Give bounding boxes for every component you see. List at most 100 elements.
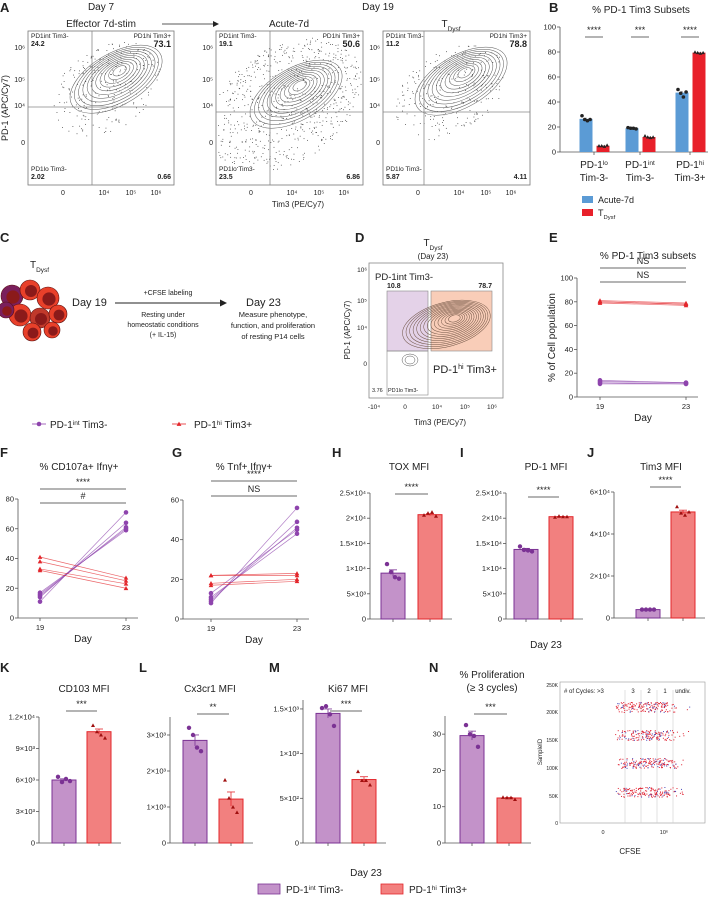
- event-dot: [621, 738, 623, 740]
- event-dot: [653, 704, 655, 706]
- y-tick-label: 1.2×10⁴: [9, 713, 35, 722]
- event-dot: [116, 62, 118, 64]
- data-point: [557, 514, 561, 518]
- quadrant-value: 24.2: [31, 41, 45, 48]
- event-dot: [309, 121, 311, 123]
- event-dot: [291, 123, 293, 125]
- panel-letter: M: [269, 660, 280, 675]
- event-dot: [649, 707, 651, 709]
- event-dot: [250, 138, 252, 140]
- event-dot: [476, 113, 478, 115]
- quadrant-label: PD1int Tim3-: [386, 33, 424, 40]
- event-dot: [302, 93, 304, 95]
- event-dot: [245, 129, 247, 131]
- event-dot: [674, 736, 676, 738]
- event-dot: [274, 75, 276, 77]
- event-dot: [312, 103, 314, 105]
- event-dot: [416, 72, 417, 73]
- event-dot: [298, 43, 300, 45]
- event-dot: [335, 102, 337, 104]
- event-dot: [319, 115, 320, 117]
- data-point: [396, 576, 402, 581]
- event-dot: [314, 152, 316, 154]
- event-dot: [623, 711, 625, 713]
- event-dot: [307, 139, 308, 141]
- event-dot: [419, 123, 421, 124]
- event-dot: [633, 735, 635, 737]
- data-point: [648, 135, 653, 140]
- event-dot: [69, 112, 71, 113]
- event-dot: [417, 90, 418, 92]
- event-dot: [284, 53, 286, 55]
- event-dot: [250, 95, 252, 97]
- event-dot: [657, 733, 659, 735]
- event-dot: [147, 56, 149, 58]
- event-dot: [629, 788, 631, 790]
- event-dot: [61, 83, 62, 85]
- event-dot: [341, 86, 343, 87]
- event-dot: [350, 66, 352, 67]
- plot-frame: [27, 30, 175, 186]
- event-dot: [618, 709, 620, 711]
- event-dot: [335, 54, 337, 56]
- event-dot: [656, 706, 658, 708]
- chart-title: PD-1 MFI: [525, 462, 568, 473]
- event-dot: [626, 709, 628, 711]
- event-dot: [84, 68, 85, 69]
- quadrant-value: 0.66: [157, 174, 171, 181]
- event-dot: [663, 711, 665, 713]
- event-dot: [300, 123, 302, 125]
- event-dot: [241, 141, 243, 143]
- event-dot: [648, 737, 650, 739]
- event-dot: [666, 737, 668, 739]
- cell-nucleus-icon: [6, 290, 20, 304]
- event-dot: [648, 739, 650, 741]
- cell-nucleus-icon: [14, 309, 28, 323]
- event-dot: [655, 796, 657, 798]
- y-tick-label: 1×10³: [147, 803, 167, 812]
- event-dot: [631, 735, 633, 737]
- event-dot: [650, 737, 652, 739]
- event-dot: [476, 114, 478, 115]
- data-point: [123, 581, 129, 586]
- event-dot: [622, 706, 624, 708]
- event-dot: [257, 69, 258, 70]
- quadrant-value: 73.1: [153, 39, 171, 49]
- event-dot: [283, 85, 285, 86]
- event-dot: [99, 58, 101, 60]
- event-dot: [631, 708, 633, 710]
- event-dot: [647, 758, 649, 760]
- event-dot: [244, 79, 246, 81]
- x-tick-label: 19: [596, 402, 604, 411]
- event-dot: [639, 792, 641, 794]
- event-dot: [273, 100, 275, 102]
- event-dot: [447, 73, 449, 75]
- event-dot: [263, 55, 264, 57]
- contour-line: [419, 305, 479, 339]
- end-day-label: Day 23: [246, 297, 281, 309]
- event-dot: [674, 790, 676, 792]
- event-dot: [79, 70, 80, 72]
- event-dot: [313, 51, 315, 53]
- event-dot: [679, 735, 681, 737]
- event-dot: [492, 62, 494, 63]
- event-dot: [676, 788, 678, 790]
- event-dot: [465, 72, 466, 74]
- event-dot: [291, 158, 293, 160]
- event-dot: [675, 763, 677, 765]
- event-dot: [664, 790, 666, 792]
- event-dot: [306, 61, 308, 62]
- event-dot: [482, 84, 484, 86]
- event-dot: [635, 766, 637, 768]
- event-dot: [283, 51, 285, 53]
- event-dot: [252, 152, 254, 154]
- event-dot: [97, 69, 99, 71]
- event-dot: [642, 737, 644, 739]
- event-dot: [658, 762, 660, 764]
- event-dot: [240, 129, 242, 131]
- data-point: [639, 607, 645, 612]
- event-dot: [667, 704, 669, 706]
- event-dot: [642, 731, 644, 733]
- event-dot: [318, 53, 320, 54]
- event-dot: [258, 97, 259, 99]
